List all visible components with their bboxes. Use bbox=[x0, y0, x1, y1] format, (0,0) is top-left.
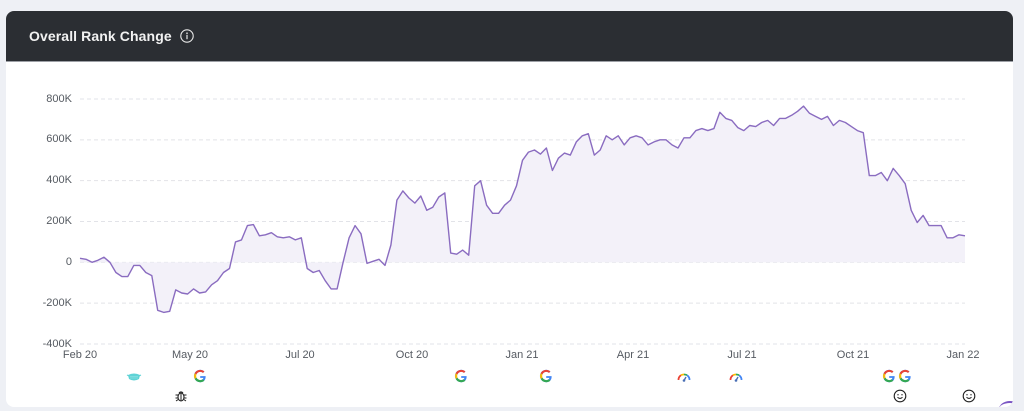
gauge-icon[interactable] bbox=[677, 371, 691, 385]
card-header: Overall Rank Change bbox=[6, 11, 1013, 62]
google-icon[interactable] bbox=[454, 369, 468, 383]
bug-icon[interactable] bbox=[174, 389, 188, 403]
google-icon[interactable] bbox=[193, 369, 207, 383]
face-mask-icon[interactable] bbox=[126, 370, 142, 384]
google-icon[interactable] bbox=[898, 369, 912, 383]
scroll-indicator bbox=[999, 401, 1013, 407]
gauge-icon[interactable] bbox=[729, 371, 743, 385]
google-icon[interactable] bbox=[539, 369, 553, 383]
smiley-icon[interactable] bbox=[893, 389, 907, 403]
card-title: Overall Rank Change bbox=[29, 28, 172, 44]
smiley-icon[interactable] bbox=[962, 389, 976, 403]
google-icon[interactable] bbox=[882, 369, 896, 383]
info-icon[interactable] bbox=[179, 29, 194, 43]
rank-change-card: Overall Rank Change bbox=[6, 11, 1013, 407]
